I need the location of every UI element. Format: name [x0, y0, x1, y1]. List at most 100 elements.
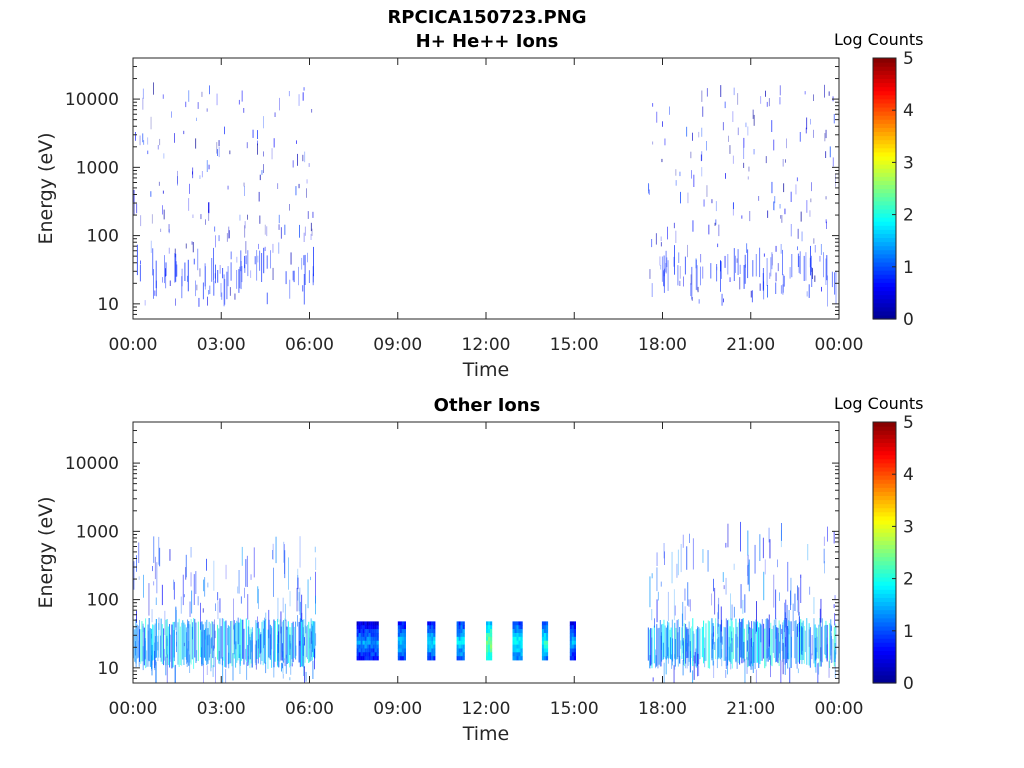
spectrogram-streak: [748, 166, 750, 172]
block-cell: [458, 621, 461, 626]
spectrogram-streak: [703, 199, 705, 207]
spectrogram-streak: [717, 243, 719, 248]
spectrogram-streak: [217, 624, 219, 660]
spectrogram-streak: [289, 204, 290, 211]
spectrogram-streak: [663, 270, 665, 287]
block-cell: [372, 640, 375, 645]
spectrogram-streak: [766, 258, 768, 286]
spectrogram-streak: [691, 266, 693, 300]
spectrogram-streak: [724, 101, 726, 109]
spectrogram-streak: [170, 635, 172, 662]
x-tick-label: 00:00: [815, 699, 864, 719]
spectrogram-streak: [195, 280, 196, 297]
spectrogram-streak: [789, 621, 791, 668]
spectrogram-streak: [797, 624, 798, 637]
spectrogram-streak: [821, 286, 822, 292]
spectrogram-streak: [158, 536, 160, 565]
block-cell: [360, 648, 363, 653]
spectrogram-streak: [732, 202, 734, 216]
spectrogram-streak: [283, 541, 285, 563]
block-cell: [545, 636, 549, 641]
spectrogram-streak: [256, 622, 258, 659]
spectrogram-streak: [715, 201, 717, 212]
spectrogram-streak: [253, 547, 255, 578]
block-cell: [401, 648, 404, 653]
block-cell: [460, 656, 463, 661]
block-cell: [541, 652, 545, 657]
block-cell: [541, 629, 545, 634]
spectrogram-streak: [278, 624, 280, 668]
colorbar-segment: [873, 200, 896, 206]
spectrogram-streak: [303, 255, 305, 266]
block-cell: [431, 633, 434, 638]
block-cell: [401, 621, 404, 626]
block-cell: [364, 656, 367, 661]
spectrogram-streak: [713, 578, 714, 592]
spectrogram-streak: [208, 634, 210, 658]
spectrogram-streak: [174, 133, 175, 143]
block-cell: [401, 652, 404, 657]
spectrogram-streak: [686, 546, 688, 570]
spectrogram-streak: [222, 268, 224, 279]
spectrogram-streak: [824, 84, 825, 98]
colorbar-segment: [873, 127, 896, 133]
spectrogram-streak: [742, 618, 744, 659]
spectrogram-streak: [735, 634, 737, 663]
spectrogram-streak: [649, 629, 651, 669]
spectrogram-streak: [825, 219, 827, 224]
spectrogram-streak: [196, 284, 198, 291]
spectrogram-streak: [786, 138, 787, 149]
spectrogram-streak: [143, 140, 145, 145]
spectrogram-streak: [755, 619, 757, 634]
spectrogram-streak: [730, 593, 731, 620]
spectrogram-streak: [780, 660, 782, 683]
spectrogram-streak: [189, 654, 191, 673]
spectrogram-streak: [742, 599, 744, 614]
spectrogram-streak: [667, 625, 669, 657]
spectrogram-streak: [701, 626, 703, 658]
spectrogram-streak: [193, 618, 195, 669]
spectrogram-streak: [152, 248, 154, 276]
block-cell: [514, 636, 517, 641]
colorbar-segment: [873, 119, 896, 124]
spectrogram-streak: [233, 598, 234, 630]
spectrogram-streak: [750, 639, 752, 665]
spectrogram-streak: [238, 570, 240, 594]
x-tick-label: 09:00: [373, 335, 422, 355]
colorbar-segment: [873, 176, 896, 181]
colorbar-tick-label: 1: [903, 258, 914, 278]
block-cell: [571, 644, 574, 649]
colorbar-segment: [873, 261, 896, 267]
spectrogram-streak: [277, 618, 279, 667]
spectrogram-streak: [697, 653, 699, 666]
spectrogram-streak: [835, 174, 836, 187]
block-cell: [486, 625, 489, 630]
block-cell: [516, 625, 519, 630]
spectrogram-streak: [777, 559, 778, 568]
spectrogram-streak: [218, 140, 220, 147]
block-cell: [429, 644, 432, 649]
spectrogram-streak: [803, 626, 805, 664]
spectrogram-streak: [735, 255, 736, 273]
spectrogram-streak: [790, 224, 792, 237]
spectrogram-streak: [230, 262, 232, 281]
spectrogram-streak: [281, 662, 282, 672]
spectrogram-streak: [725, 618, 727, 669]
spectrogram-streak: [835, 270, 837, 304]
spectrogram-streak: [177, 622, 179, 665]
spectrogram-streak: [231, 620, 233, 667]
block-cell: [403, 644, 406, 649]
spectrogram-streak: [805, 127, 807, 134]
spectrogram-streak: [714, 641, 716, 650]
spectrogram-streak: [247, 250, 249, 277]
spectrogram-streak: [208, 164, 210, 170]
block-cell: [376, 633, 379, 638]
spectrogram-streak: [163, 209, 165, 220]
spectrogram-streak: [751, 637, 752, 647]
spectrogram-streak: [785, 599, 787, 619]
spectrogram-streak: [686, 629, 687, 652]
spectrogram-streak: [192, 214, 194, 218]
block-cell: [433, 625, 436, 630]
spectrogram-streak: [803, 255, 805, 281]
block-cell: [569, 629, 572, 634]
